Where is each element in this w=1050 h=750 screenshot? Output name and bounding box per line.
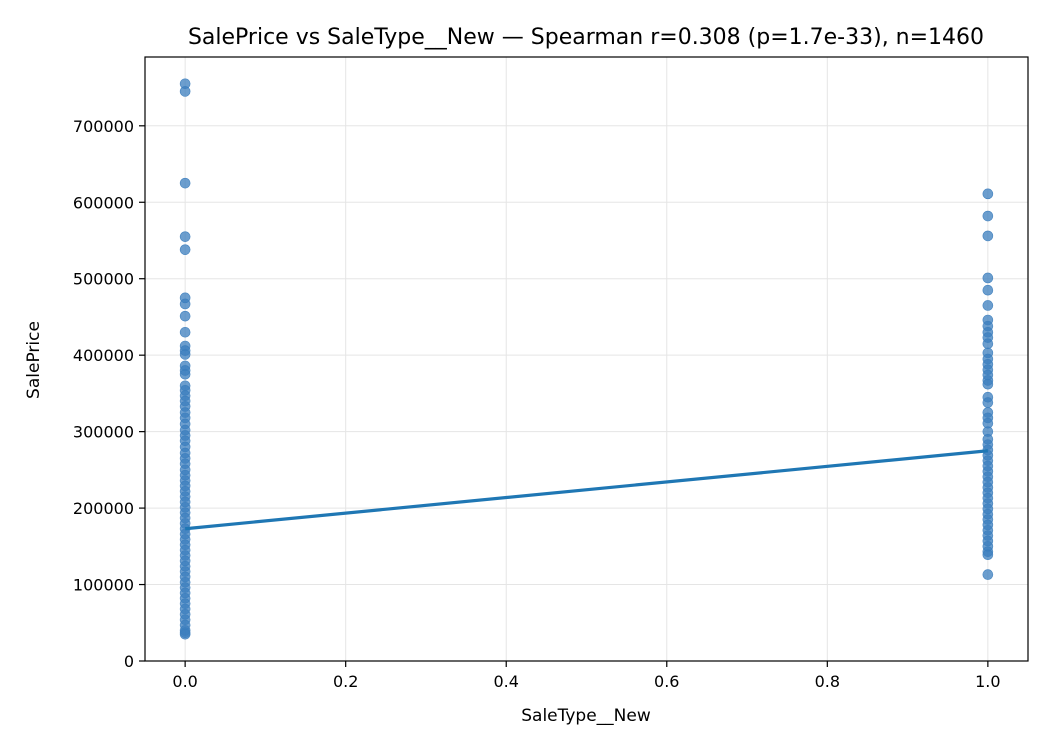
x-tick-label: 0.4: [494, 672, 519, 691]
data-point: [179, 310, 191, 322]
data-point: [982, 284, 994, 296]
y-tick-label: 400000: [73, 346, 134, 365]
data-point: [982, 569, 994, 580]
x-tick-label: 0.2: [333, 672, 358, 691]
data-point: [982, 397, 994, 408]
data-point: [179, 628, 191, 640]
y-tick-label: 300000: [73, 423, 134, 442]
data-point: [982, 378, 994, 390]
y-tick-label: 600000: [73, 193, 134, 212]
y-tick-label: 0: [124, 652, 134, 671]
chart-title: SalePrice vs SaleType__New — Spearman r=…: [188, 25, 984, 50]
data-point: [179, 298, 191, 310]
y-tick-label: 100000: [73, 576, 134, 595]
data-point: [982, 210, 994, 222]
x-tick-label: 1.0: [975, 672, 1000, 691]
x-tick-label: 0.6: [654, 672, 679, 691]
regression-line: [184, 449, 989, 531]
data-point: [179, 349, 191, 360]
data-point: [179, 368, 191, 380]
data-points: [179, 78, 994, 640]
data-point: [982, 549, 994, 561]
data-point: [982, 338, 994, 350]
x-tick-label: 0.0: [172, 672, 197, 691]
y-axis-label: SalePrice: [24, 321, 44, 399]
data-point: [982, 188, 994, 200]
data-point: [982, 230, 994, 242]
data-point: [179, 86, 191, 97]
y-tick-label: 200000: [73, 499, 134, 518]
y-tick-label: 500000: [73, 270, 134, 289]
data-point: [179, 326, 191, 338]
data-point: [179, 231, 191, 242]
y-axis-ticks: 0 100000 200000 300000 400000 500000 600000 700…: [73, 117, 145, 671]
data-point: [982, 300, 994, 311]
plot-frame: [144, 56, 1029, 662]
data-point: [179, 177, 191, 189]
x-axis-ticks: 0.0 0.2 0.4 0.6 0.8 1.0: [172, 661, 1001, 691]
grid-lines: [145, 57, 1028, 662]
x-axis-label: SaleType__New: [521, 706, 651, 726]
x-tick-label: 0.8: [815, 672, 840, 691]
regression-line-group: [184, 449, 989, 531]
data-point: [179, 244, 191, 255]
data-point: [982, 272, 994, 284]
y-tick-label: 700000: [73, 117, 134, 136]
